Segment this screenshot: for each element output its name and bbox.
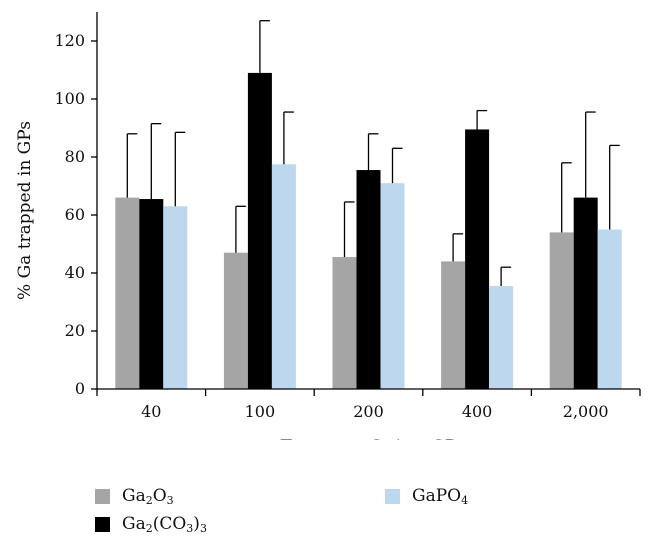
bar-3-2	[489, 286, 514, 389]
legend-label: GaPO4	[412, 486, 469, 507]
bars-layer	[115, 72, 622, 390]
bar-4-2	[597, 229, 622, 389]
y-axis-title: % Ga trapped in GPs	[15, 121, 35, 300]
legend-item-gapo4: GaPO4	[385, 486, 468, 507]
bar-2-2	[380, 183, 405, 389]
x-tick-label: 400	[462, 402, 493, 421]
bar-3-0	[441, 261, 466, 389]
bar-1-2	[271, 164, 296, 389]
y-tick-label: 40	[65, 263, 85, 282]
bar-0-2	[163, 206, 188, 389]
y-tick-label: 20	[65, 321, 85, 340]
y-tick-label: 60	[65, 205, 85, 224]
legend-item-ga2co33: Ga2(CO3)3	[95, 514, 207, 535]
bar-3-1	[465, 129, 490, 389]
labels-layer: 0 20 40 60 80 100 120 40 100 200 400 2,000 Target μg…	[15, 31, 609, 440]
bar-2-1	[356, 170, 381, 389]
bar-0-1	[139, 199, 164, 389]
y-tick-label: 80	[65, 147, 85, 166]
y-tick-label: 120	[54, 31, 85, 50]
error-bars-layer	[126, 20, 620, 287]
x-tick-label: 2,000	[563, 402, 609, 421]
legend-swatch	[95, 517, 110, 532]
y-tick-label: 0	[75, 379, 85, 398]
bar-1-0	[223, 252, 248, 389]
legend-swatch	[95, 489, 110, 504]
legend-label: Ga2O3	[122, 486, 174, 507]
legend-item-ga2o3: Ga2O3	[95, 486, 174, 507]
y-tick-label: 100	[54, 89, 85, 108]
legend-label: Ga2(CO3)3	[122, 514, 207, 535]
bar-0-0	[115, 197, 140, 389]
axes-layer	[91, 12, 641, 396]
legend-swatch	[385, 489, 400, 504]
x-axis-title: Target μg Ga/mg GP	[281, 437, 457, 440]
x-tick-label: 40	[141, 402, 161, 421]
bar-4-0	[549, 232, 574, 389]
bar-4-1	[573, 197, 598, 389]
bar-1-1	[247, 72, 272, 390]
bar-chart: 0 20 40 60 80 100 120 40 100 200 400 2,000 Target μg…	[15, 12, 641, 440]
bar-2-0	[332, 257, 357, 389]
x-tick-label: 100	[245, 402, 276, 421]
x-tick-label: 200	[353, 402, 384, 421]
